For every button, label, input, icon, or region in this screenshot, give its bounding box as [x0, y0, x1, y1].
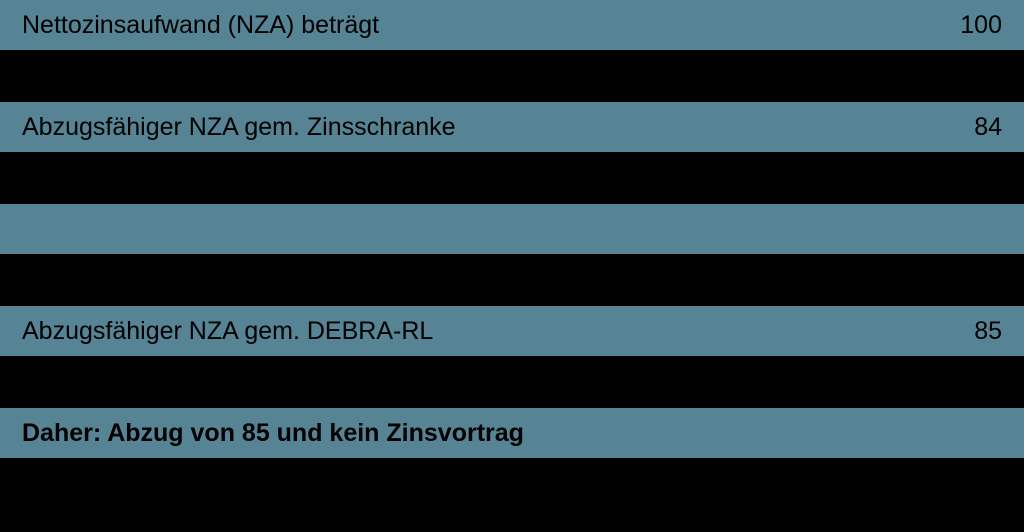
row-gap: [0, 50, 1024, 102]
row-gap: [0, 356, 1024, 408]
row-gap: [0, 152, 1024, 204]
row-value: 100: [960, 11, 1002, 40]
row-label: Daher: Abzug von 85 und kein Zinsvortrag: [22, 419, 524, 448]
row-label: Abzugsfähiger NZA gem. DEBRA-RL: [22, 317, 433, 346]
row-label: Abzugsfähiger NZA gem. Zinsschranke: [22, 113, 456, 142]
bottom-padding: [0, 458, 1024, 482]
row-label: Nettozinsaufwand (NZA) beträgt: [22, 11, 379, 40]
table-row: Abzugsfähiger NZA gem. Zinsschranke 84: [0, 102, 1024, 152]
row-gap: [0, 254, 1024, 306]
row-value: 84: [974, 113, 1002, 142]
table-row: Nettozinsaufwand (NZA) beträgt 100: [0, 0, 1024, 50]
row-value: 85: [974, 317, 1002, 346]
table-row: Abzugsfähiger NZA gem. DEBRA-RL 85: [0, 306, 1024, 356]
table-row: [0, 204, 1024, 254]
table-row-summary: Daher: Abzug von 85 und kein Zinsvortrag: [0, 408, 1024, 458]
